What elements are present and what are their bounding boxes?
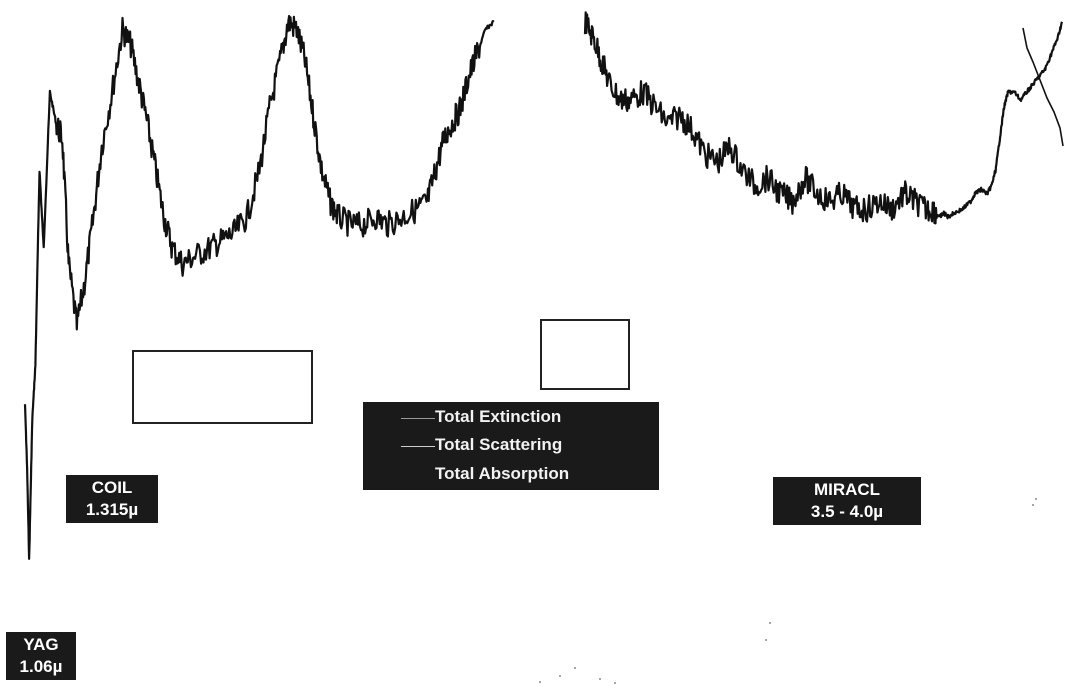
miracl-label: MIRACL: [813, 480, 881, 499]
legend-label-scattering: Total Scattering: [435, 435, 563, 454]
coil-annotation: COIL 1.315µ: [66, 475, 158, 523]
yag-wavelength: 1.06µ: [19, 657, 63, 676]
legend-label-extinction: Total Extinction: [435, 407, 562, 426]
plot-marks: [23, 11, 1064, 560]
series-line-extinction-segment-1: [23, 14, 495, 560]
coil-wavelength: 1.315µ: [85, 500, 139, 519]
yag-annotation: YAG 1.06µ: [6, 632, 76, 680]
legend-label-absorption: Total Absorption: [435, 464, 570, 483]
legend-swatch-scattering: [401, 446, 435, 447]
miracl-wavelength: 3.5 - 4.0µ: [810, 502, 884, 521]
yag-label: YAG: [23, 635, 59, 654]
legend-box-right: [540, 319, 630, 390]
series-line-extinction-edge: [1022, 27, 1064, 147]
legend-box-left: [132, 350, 313, 424]
legend: Total Extinction Total Scattering Total …: [363, 402, 659, 490]
legend-item-scattering: Total Scattering: [363, 434, 659, 458]
legend-item-extinction: Total Extinction: [363, 406, 659, 430]
coil-label: COIL: [91, 478, 133, 497]
series-line-extinction-segment-2: [583, 11, 1064, 225]
miracl-annotation: MIRACL 3.5 - 4.0µ: [773, 477, 921, 525]
legend-swatch-extinction: [401, 418, 435, 419]
legend-item-absorption: Total Absorption: [363, 463, 659, 487]
